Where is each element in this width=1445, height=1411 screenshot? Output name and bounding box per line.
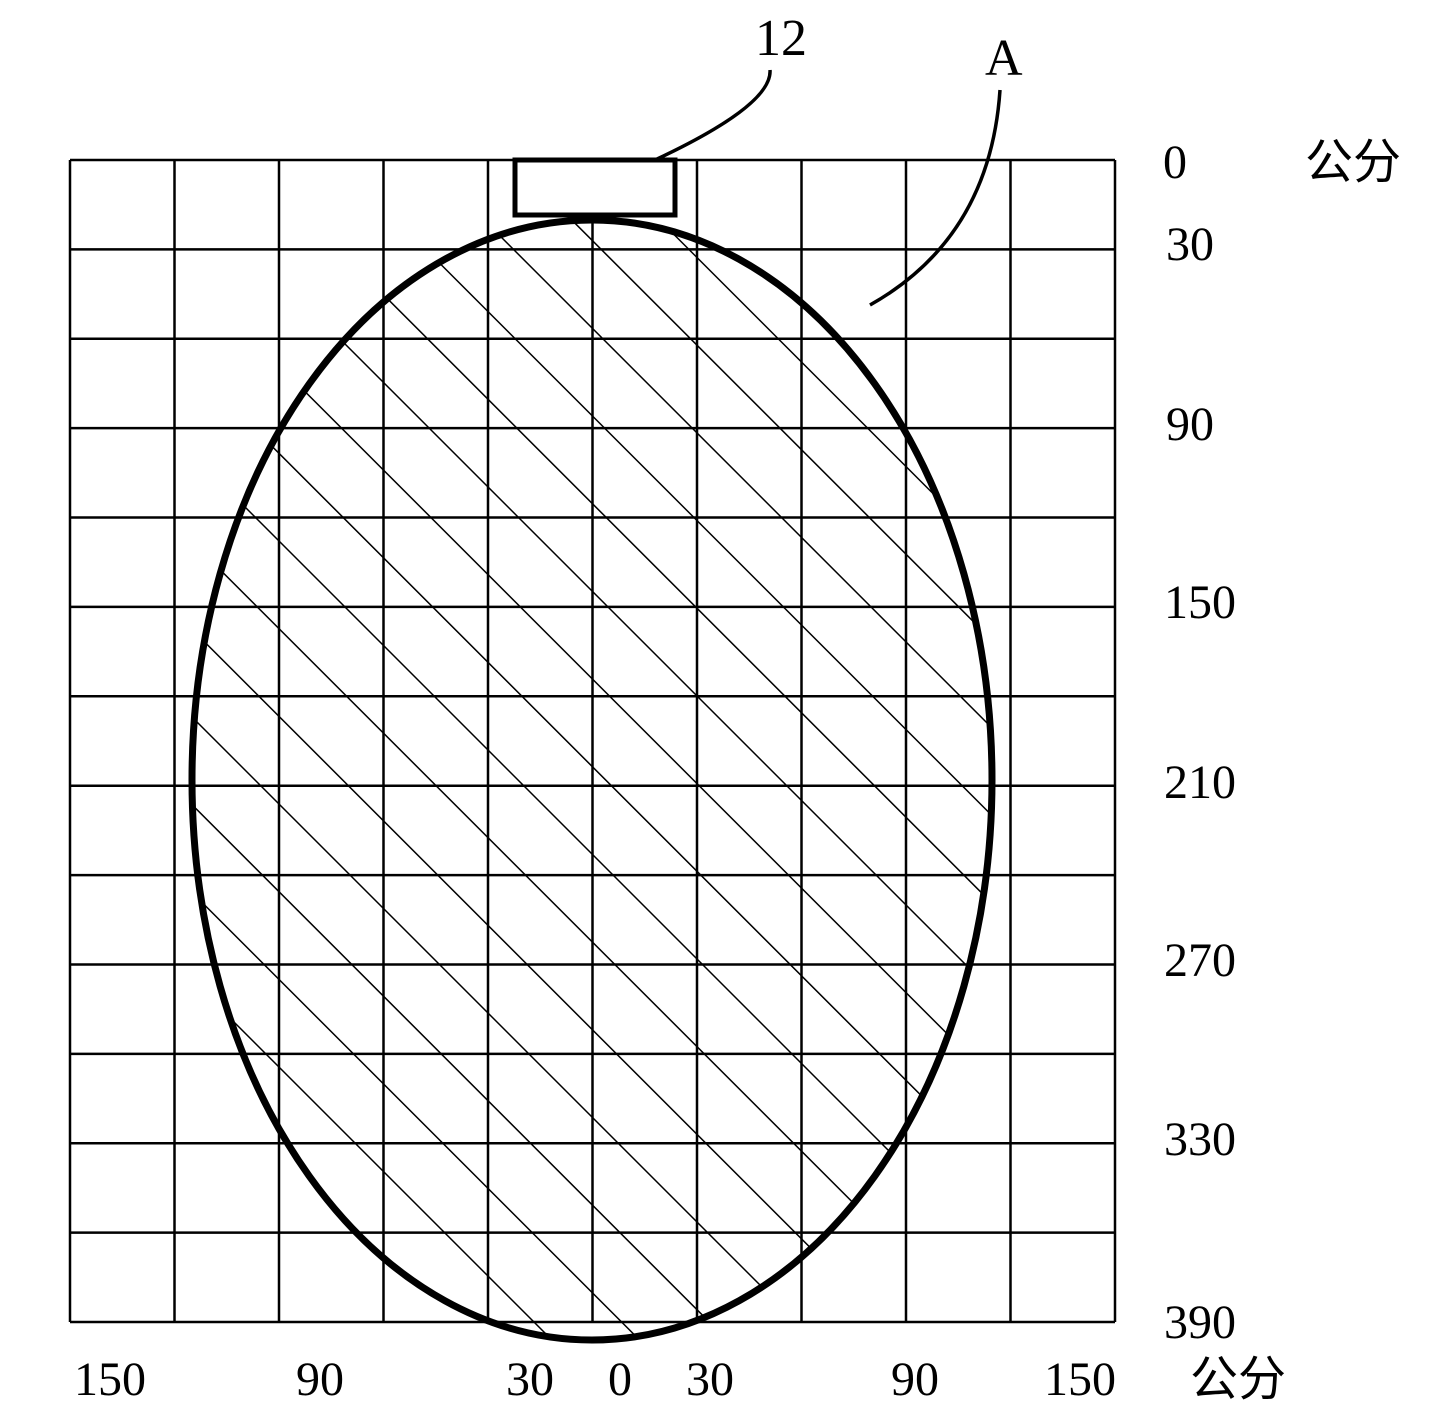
y-tick-label: 270 bbox=[1164, 934, 1236, 987]
y-tick-label: 150 bbox=[1164, 576, 1236, 629]
x-unit-label: 公分 bbox=[1190, 1353, 1286, 1406]
callout-line-12 bbox=[655, 70, 770, 160]
x-tick-label: 0 bbox=[608, 1353, 632, 1406]
callout-label-A: A bbox=[985, 30, 1023, 87]
y-tick-label: 90 bbox=[1166, 398, 1214, 451]
x-tick-label: 150 bbox=[1044, 1353, 1116, 1406]
y-tick-label: 210 bbox=[1164, 756, 1236, 809]
callout-line-A bbox=[870, 90, 1000, 305]
y-tick-label: 390 bbox=[1164, 1296, 1236, 1349]
x-tick-label: 150 bbox=[74, 1353, 146, 1406]
x-tick-label: 30 bbox=[686, 1353, 734, 1406]
y-tick-label: 30 bbox=[1166, 218, 1214, 271]
y-unit-label: 公分 bbox=[1305, 136, 1401, 189]
y-tick-label: 0 bbox=[1163, 136, 1187, 189]
sensor-box bbox=[515, 160, 675, 215]
callout-label-12: 12 bbox=[755, 10, 807, 67]
y-tick-label: 330 bbox=[1164, 1113, 1236, 1166]
x-tick-label: 90 bbox=[891, 1353, 939, 1406]
region-a-fill bbox=[192, 220, 992, 1340]
x-tick-label: 90 bbox=[296, 1353, 344, 1406]
x-tick-label: 30 bbox=[506, 1353, 554, 1406]
